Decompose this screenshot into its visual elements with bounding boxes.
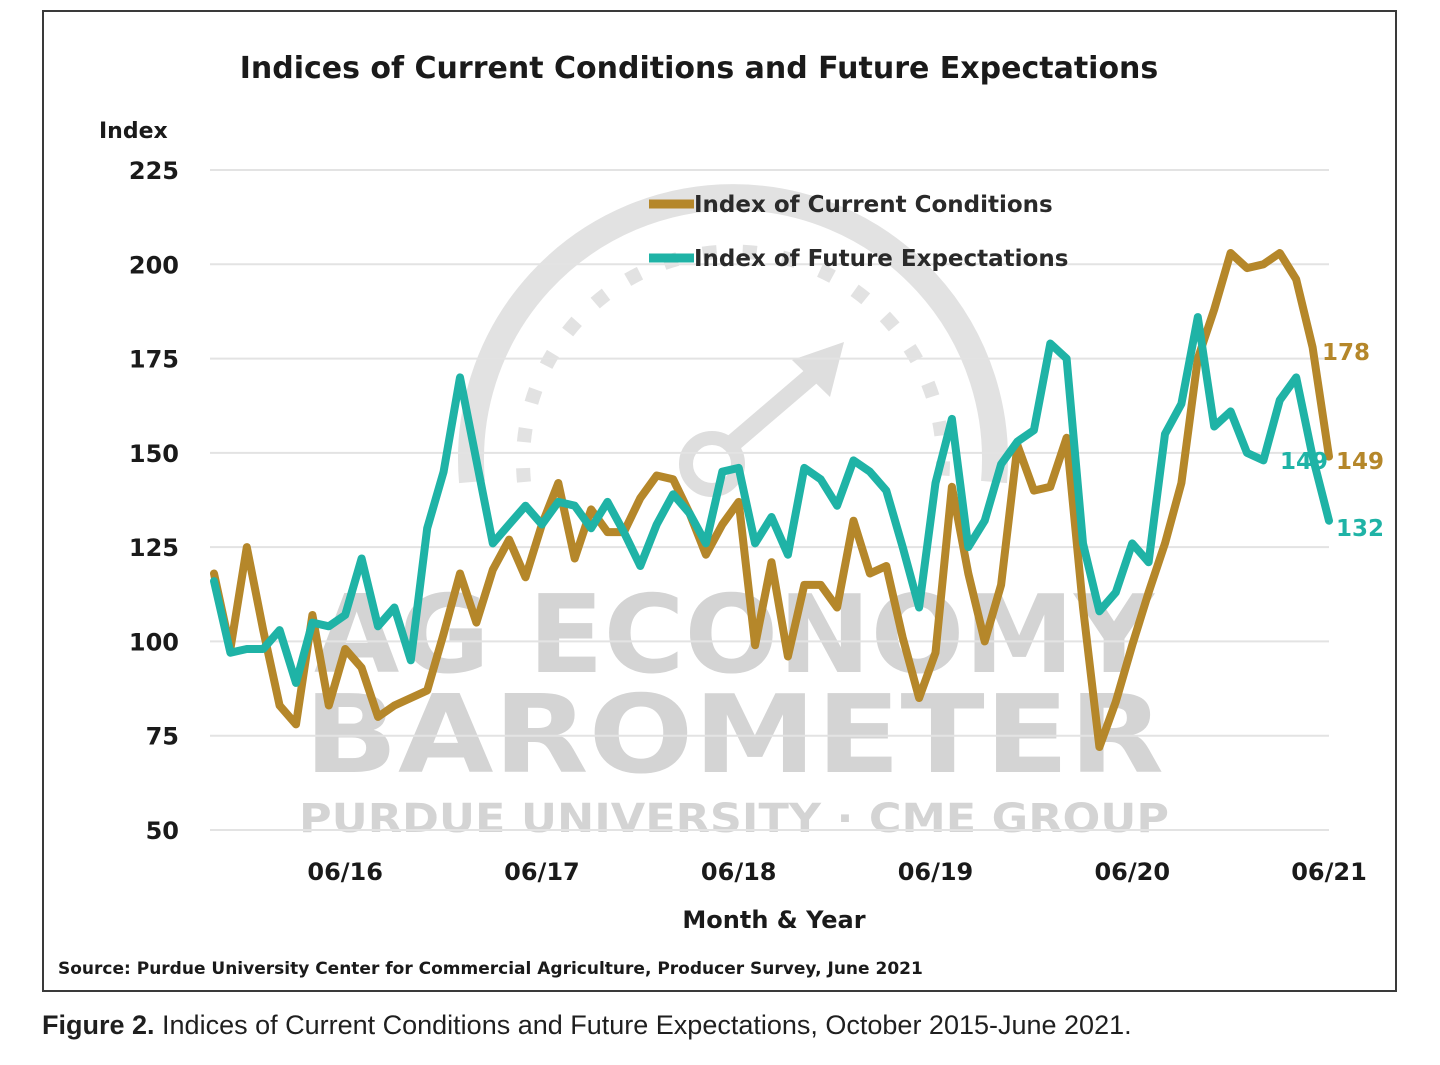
y-tick-label: 50 <box>146 817 179 845</box>
x-tick-label: 06/17 <box>504 858 580 886</box>
y-tick-label: 100 <box>129 628 179 656</box>
gridlines <box>210 169 1329 831</box>
legend-label-future: Index of Future Expectations <box>694 246 1068 272</box>
x-axis-label: Month & Year <box>682 906 865 934</box>
chart-canvas: AG ECONOMY BAROMETER PURDUE UNIVERSITY ·… <box>58 51 1384 979</box>
x-tick-label: 06/19 <box>898 858 974 886</box>
y-axis-ticks: 225 200 175 150 125 100 75 50 <box>129 157 179 845</box>
figure-caption-text: Indices of Current Conditions and Future… <box>154 1010 1132 1040</box>
x-tick-label: 06/16 <box>307 858 383 886</box>
x-tick-label: 06/21 <box>1291 858 1367 886</box>
x-tick-label: 06/18 <box>701 858 777 886</box>
chart-frame: AG ECONOMY BAROMETER PURDUE UNIVERSITY ·… <box>42 10 1397 992</box>
y-tick-label: 150 <box>129 440 179 468</box>
end-label-current-last: 149 <box>1336 449 1384 475</box>
source-note: Source: Purdue University Center for Com… <box>58 959 923 979</box>
y-tick-label: 125 <box>129 534 179 562</box>
y-tick-label: 75 <box>146 723 179 751</box>
y-axis-label: Index <box>99 119 168 144</box>
end-label-future-last: 132 <box>1336 516 1384 542</box>
figure-label: Figure 2. <box>42 1010 155 1040</box>
watermark-line3: PURDUE UNIVERSITY · CME GROUP <box>299 796 1169 842</box>
figure-caption: Figure 2. Indices of Current Conditions … <box>42 1010 1132 1041</box>
y-tick-label: 175 <box>129 346 179 374</box>
end-label-future-prev: 149 <box>1280 449 1328 475</box>
end-label-current-peak: 178 <box>1322 340 1370 366</box>
legend-label-current: Index of Current Conditions <box>694 192 1053 218</box>
y-tick-label: 200 <box>129 251 179 279</box>
chart-title: Indices of Current Conditions and Future… <box>240 51 1159 86</box>
legend: Index of Current Conditions Index of Fut… <box>649 192 1068 272</box>
y-tick-label: 225 <box>129 157 179 185</box>
x-tick-label: 06/20 <box>1094 858 1170 886</box>
x-axis-ticks: 06/16 06/17 06/18 06/19 06/20 06/21 <box>307 858 1366 886</box>
series-lines <box>210 249 1333 751</box>
